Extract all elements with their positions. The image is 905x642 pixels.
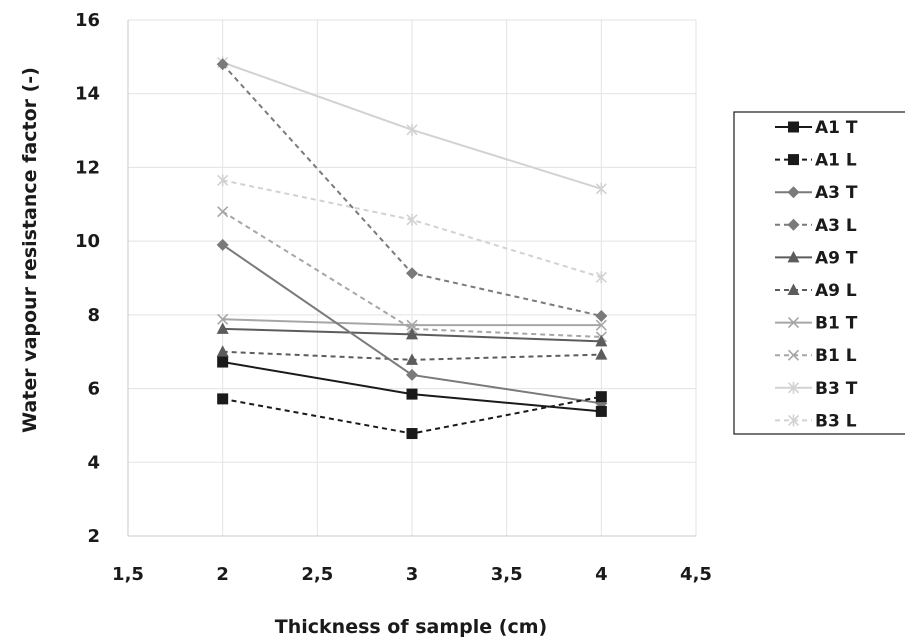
series-b3-l [217, 174, 607, 284]
y-tick-label: 4 [87, 452, 100, 473]
legend-label-a9-t: A9 T [815, 248, 858, 268]
y-tick-labels: 2 4 6 8 10 12 14 16 [75, 10, 100, 547]
x-axis-title: Thickness of sample (cm) [275, 616, 547, 638]
y-tick-label: 12 [75, 157, 100, 178]
legend-label-a9-l: A9 L [815, 281, 857, 301]
legend-marker-a3-l [787, 218, 800, 231]
series-a3-l [216, 58, 608, 322]
data-point-a9-t [216, 322, 229, 334]
legend-marker-a3-t [787, 186, 800, 199]
x-tick-label: 4 [595, 564, 608, 585]
series-layer [216, 56, 608, 440]
x-tick-label: 4,5 [680, 564, 712, 585]
legend-label-a1-l: A1 L [815, 151, 857, 171]
data-point-a1-l [217, 393, 229, 405]
series-a1-t [217, 356, 607, 417]
axes [127, 20, 696, 537]
data-point-b1-l [217, 206, 229, 218]
data-point-b3-l [595, 271, 607, 284]
series-a1-l [217, 391, 607, 440]
x-tick-label: 1,5 [112, 564, 144, 585]
data-point-b3-t [406, 123, 418, 136]
legend-marker-a1-t [788, 121, 799, 133]
y-tick-label: 16 [75, 10, 100, 31]
data-point-a3-l [595, 309, 608, 322]
data-point-a9-t [595, 334, 608, 347]
legend-label-b1-l: B1 L [815, 346, 857, 366]
data-point-a1-t [217, 356, 229, 368]
legend-marker-b1-t [787, 317, 800, 329]
data-point-a9-l [595, 348, 608, 360]
legend-label-b3-t: B3 T [815, 379, 858, 399]
y-axis-title: Water vapour resistance factor (-) [19, 67, 41, 433]
data-point-b3-l [217, 174, 229, 187]
data-point-b3-t [595, 182, 607, 195]
grid [128, 19, 697, 536]
legend-label-a3-t: A3 T [815, 183, 858, 203]
legend-marker-a9-l [787, 283, 800, 295]
legend: A1 T A1 L A3 T A3 L A9 T A9 L B1 T B1 L B3 T B3 L [733, 111, 905, 435]
legend-marker-b3-t [787, 381, 800, 394]
y-tick-label: 8 [87, 305, 100, 326]
x-tick-label: 3 [406, 564, 419, 585]
data-point-a1-t [595, 405, 607, 417]
data-point-a3-l [406, 267, 418, 280]
series-a3-t [216, 238, 608, 410]
data-point-a3-t [406, 368, 418, 381]
x-tick-label: 3,5 [491, 564, 523, 585]
series-a9-l [216, 345, 608, 365]
legend-label-b1-t: B1 T [815, 314, 858, 334]
data-point-a3-t [216, 238, 229, 251]
legend-marker-a9-t [787, 250, 800, 263]
x-tick-label: 2 [216, 564, 229, 585]
legend-label-a1-t: A1 T [815, 118, 858, 138]
x-tick-labels: 1,5 2 2,5 3 3,5 4 4,5 [112, 564, 712, 585]
data-point-b1-t [217, 313, 229, 325]
data-point-b3-l [406, 213, 418, 226]
data-point-a1-t [406, 388, 418, 400]
data-point-a9-t [406, 327, 418, 340]
legend-marker-b1-l [787, 349, 800, 361]
legend-box [733, 111, 905, 435]
data-point-a3-l [216, 58, 229, 71]
series-b1-t [217, 313, 607, 331]
y-tick-label: 2 [87, 526, 100, 547]
legend-marker-a1-l [788, 154, 799, 166]
data-point-a9-l [406, 353, 418, 365]
legend-label-a3-l: A3 L [815, 216, 857, 236]
data-point-b1-t [595, 319, 607, 331]
legend-marker-b3-l [787, 414, 800, 427]
data-point-a1-l [595, 391, 607, 403]
series-a9-t [216, 322, 608, 347]
y-tick-label: 10 [75, 231, 100, 252]
data-point-a9-l [216, 345, 229, 357]
y-tick-label: 6 [87, 379, 100, 400]
data-point-a1-l [406, 428, 418, 440]
legend-label-b3-l: B3 L [815, 411, 857, 431]
y-tick-label: 14 [75, 84, 100, 105]
x-tick-label: 2,5 [301, 564, 333, 585]
data-point-b1-t [406, 319, 418, 331]
series-line-b1-l [222, 210, 602, 338]
